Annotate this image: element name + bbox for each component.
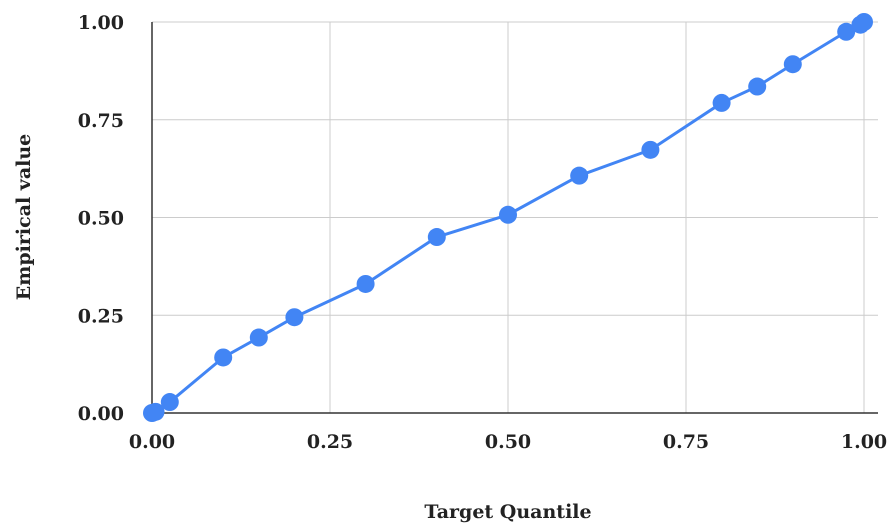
y-tick-label: 0.00 [78,403,124,425]
data-point [855,13,873,31]
x-tick-label: 1.00 [841,431,887,453]
y-tick-label: 0.50 [78,208,124,230]
data-point [712,93,731,112]
data-point [160,393,179,412]
data-point [249,328,268,347]
data-point [499,205,517,224]
tick-labels: 0.00 0.25 0.50 0.75 1.00 0.00 0.25 0.50 0.75 1.00 [78,12,887,453]
x-tick-label: 0.75 [663,431,709,453]
data-point [427,228,446,247]
y-tick-label: 1.00 [78,12,124,34]
data-point [837,22,856,41]
data-point [214,348,233,367]
y-tick-label: 0.25 [78,305,124,327]
data-point [641,140,660,159]
series-layer [143,13,873,422]
x-tick-label: 0.50 [485,431,531,453]
data-point [146,402,165,421]
x-axis-title: Target Quantile [424,501,591,523]
data-point [748,77,767,96]
y-tick-label: 0.75 [78,110,124,132]
y-axis-title: Empirical value [13,134,35,301]
data-point [570,166,589,185]
data-point [783,55,802,74]
x-tick-label: 0.00 [129,431,175,453]
data-point [285,308,304,327]
data-point [356,274,375,293]
axes [151,22,878,414]
x-tick-label: 0.25 [307,431,353,453]
